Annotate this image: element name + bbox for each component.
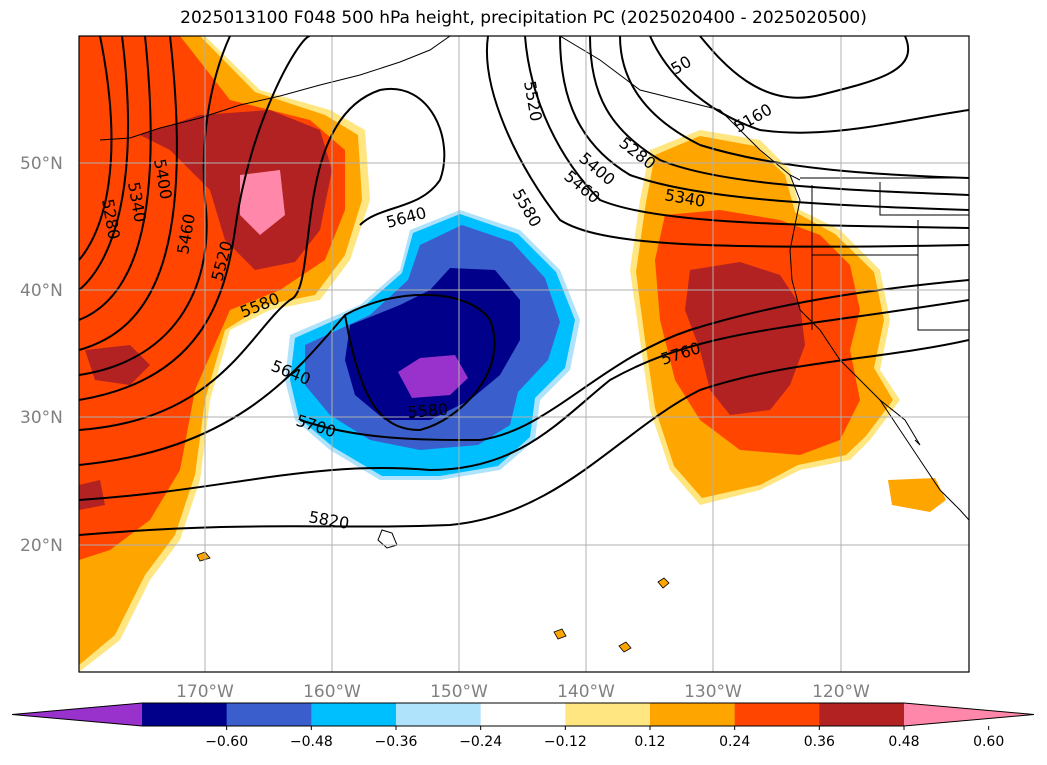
contour-label: 5520 [520,79,546,122]
contour-line [486,36,969,248]
colorbar-swatch [650,703,736,726]
lat-label-50n: 50°N [20,154,63,174]
colorbar-tick-label: 0.60 [973,734,1004,750]
precip-region-west-darkred-3 [79,480,105,510]
colorbar-tick-label: −0.36 [375,734,418,750]
colorbar-swatch [734,703,820,726]
contour-line [79,299,969,501]
colorbar-swatch [311,703,397,726]
colorbar-extend-high [904,703,1034,726]
colorbar-swatch [480,703,566,726]
aleutian-islands [99,36,451,141]
contour-label: 50 [668,52,695,79]
contour-line [699,36,910,99]
colorbar-tick-label: −0.60 [205,734,248,750]
colorbar-swatch [142,703,228,726]
colorbar-tick-label: −0.12 [544,734,587,750]
colorbar-swatch [396,703,482,726]
precip-region-central-purple [398,355,468,398]
contour-line [79,339,969,536]
lat-label-30n: 30°N [20,408,63,428]
colorbar-tick-label: 0.24 [719,734,750,750]
alaska-coast [559,36,801,181]
colorbar-tick-label: 0.36 [804,734,835,750]
colorbar: −0.60 −0.48 −0.36 −0.24 −0.12 0.12 0.24 0.36 0.4… [11,702,1035,750]
lon-label-160w: 160°W [303,682,361,702]
height-contour-layer [79,36,969,536]
contour-line [79,36,178,351]
precip-fill-layer [79,36,946,672]
contour-line [79,36,152,321]
north-america-coast [789,174,969,521]
baja-california [879,399,921,446]
state-border-3 [917,220,969,331]
contour-line [79,36,113,261]
colorbar-outline [11,702,1035,727]
contour-line [559,36,969,211]
lon-label-170w: 170°W [176,682,234,702]
chart-title: 2025013100 F048 500 hPa height, precipit… [180,8,867,28]
latitude-labels: 50°N 40°N 30°N 20°N [20,154,63,556]
contour-line [589,36,969,196]
precip-region-west-pink [240,170,285,235]
lon-label-140w: 140°W [557,682,615,702]
contour-line [79,293,496,466]
lat-label-40n: 40°N [20,281,63,301]
colorbar-tick-label: 0.12 [634,734,665,750]
gridlines [79,36,969,672]
contour-line [79,36,231,376]
colorbar-tick-label: 0.48 [888,734,919,750]
precip-cell-2 [657,577,670,589]
lon-label-130w: 130°W [684,682,742,702]
colorbar-swatch [819,703,905,726]
hawaii [377,529,398,549]
longitude-labels: 170°W 160°W 150°W 140°W 130°W 120°W [176,682,870,702]
precip-cell-4 [618,641,632,653]
precip-region-west-darkred [140,110,332,270]
colorbar-tick-label: −0.24 [459,734,502,750]
map-frame [78,35,970,673]
contour-line [79,36,311,401]
contour-label: 5580 [407,400,449,422]
lat-label-20n: 20°N [20,536,63,556]
precip-region-east-small [888,478,946,512]
contour-line [299,279,969,442]
lon-label-150w: 150°W [430,682,488,702]
precip-region-central-navy [345,268,520,420]
contour-label: 5820 [307,507,350,533]
lon-label-120w: 120°W [812,682,870,702]
colorbar-extend-low [12,703,142,726]
contour-line [649,36,969,134]
precip-cell-3 [553,628,567,640]
precip-cell-1 [196,551,211,562]
colorbar-tick-label: −0.48 [290,734,333,750]
coastline-layer [99,36,969,549]
state-border-2 [879,182,969,216]
colorbar-swatch [226,703,312,726]
precip-region-east-darkred [685,262,805,415]
contour-line [79,36,129,291]
colorbar-swatch [565,703,651,726]
